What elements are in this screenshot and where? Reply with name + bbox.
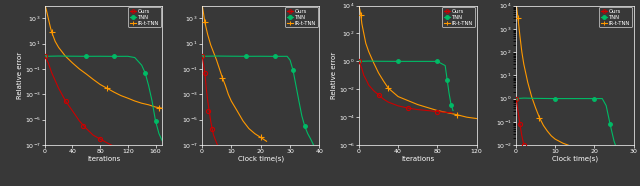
Legend: Ours, TNN, IR-t-TNN: Ours, TNN, IR-t-TNN: [599, 7, 632, 28]
X-axis label: Clock time(s): Clock time(s): [237, 156, 284, 162]
Legend: Ours, TNN, IR-t-TNN: Ours, TNN, IR-t-TNN: [128, 7, 161, 28]
X-axis label: Clock time(s): Clock time(s): [552, 156, 598, 162]
X-axis label: Iterations: Iterations: [87, 156, 120, 162]
Y-axis label: Relative error: Relative error: [17, 52, 23, 99]
Legend: Ours, TNN, IR-t-TNN: Ours, TNN, IR-t-TNN: [285, 7, 318, 28]
Y-axis label: Relative error: Relative error: [331, 52, 337, 99]
X-axis label: Iterations: Iterations: [401, 156, 435, 162]
Legend: Ours, TNN, IR-t-TNN: Ours, TNN, IR-t-TNN: [442, 7, 475, 28]
